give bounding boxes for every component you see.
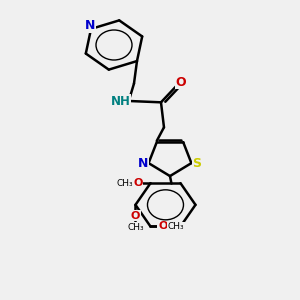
Text: O: O	[131, 211, 140, 220]
Text: CH₃: CH₃	[168, 222, 184, 231]
Text: NH: NH	[110, 94, 130, 108]
Text: O: O	[158, 221, 167, 232]
Text: N: N	[85, 19, 95, 32]
Text: N: N	[138, 157, 148, 169]
Text: S: S	[192, 157, 201, 169]
Text: O: O	[175, 76, 186, 89]
Text: CH₃: CH₃	[117, 179, 133, 188]
Text: CH₃: CH₃	[127, 223, 144, 232]
Text: O: O	[134, 178, 143, 188]
